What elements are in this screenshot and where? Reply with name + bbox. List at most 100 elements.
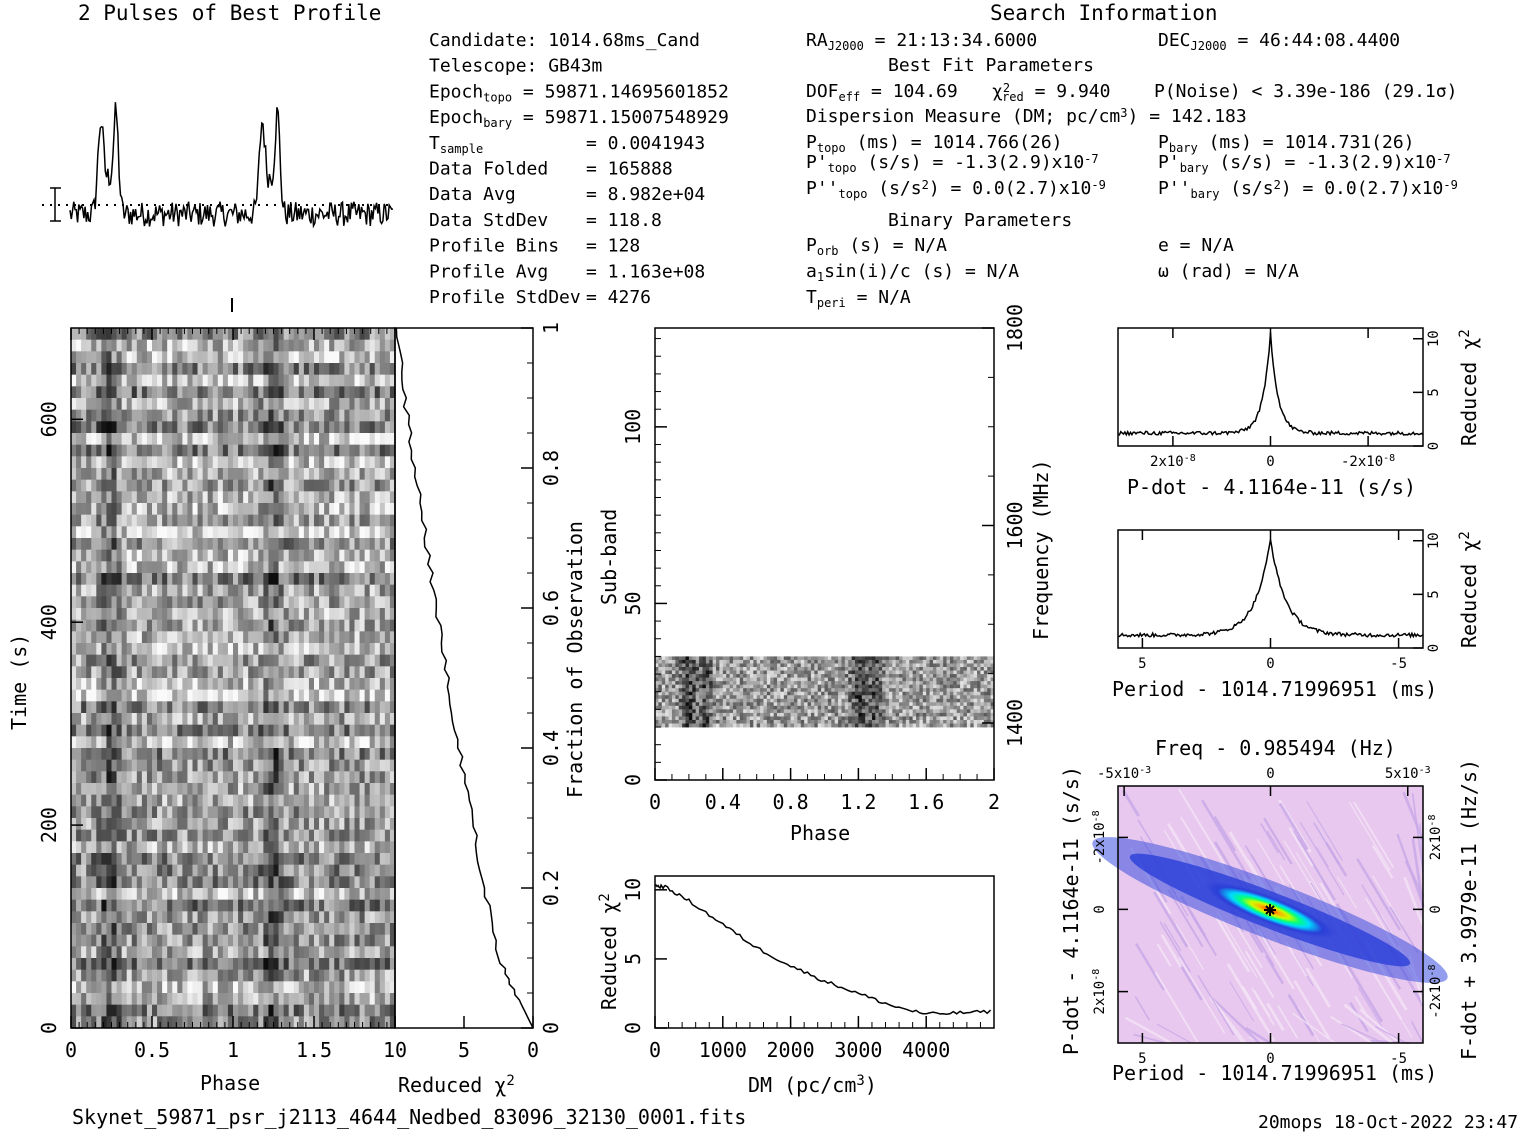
heatmap-cell [739,659,744,664]
heatmap-cell [760,656,764,661]
heatmap-cell [146,783,153,796]
heatmap-cell [238,409,244,422]
heatmap-cell [379,538,386,551]
heatmap-cell [116,654,123,667]
heatmap-cell [871,681,876,686]
heatmap-cell [912,663,917,668]
heatmap-cell [278,526,285,539]
heatmap-cell [71,479,77,492]
heatmap-cell [766,688,771,693]
heatmap-cell [354,981,360,994]
heatmap-cell [106,643,112,656]
heatmap-cell [217,619,224,632]
heatmap-cell [329,666,335,679]
heatmap-cell [369,806,376,819]
heatmap-cell [101,643,107,656]
heatmap-cell [177,631,183,644]
heatmap-cell [288,386,295,399]
heatmap-cell [329,549,335,562]
heatmap-cell [233,503,239,516]
heatmap-cell [212,946,219,959]
heatmap-cell [827,677,832,682]
heatmap-cell [339,328,345,341]
heatmap-cell [729,667,734,671]
heatmap-cell [182,794,188,807]
heatmap-cell [298,724,305,737]
heatmap-cell [389,701,396,714]
heatmap-cell [374,794,381,807]
heatmap-cell [389,386,396,399]
heatmap-cell [233,993,239,1006]
heatmap-cell [926,691,930,696]
heatmap-cell [675,667,680,671]
heatmap-cell [141,958,148,971]
heatmap-cell [167,596,173,609]
heatmap-cell [222,864,229,877]
heatmap-cell [389,573,396,586]
heatmap-cell [359,748,366,761]
heatmap-cell [136,806,143,819]
heatmap-cell [314,573,320,586]
heatmap-cell [238,713,244,726]
heatmap-cell [364,491,371,504]
heatmap-cell [946,684,951,689]
heatmap-cell [121,573,128,586]
heatmap-cell [212,934,219,947]
heatmap-cell [314,526,320,539]
heatmap-cell [374,853,381,866]
heatmap-cell [283,584,290,597]
heatmap-cell [167,503,173,516]
heatmap-cell [238,619,244,632]
heatmap-cell [111,771,117,784]
heatmap-cell [182,783,188,796]
heatmap-cell [126,771,133,784]
heatmap-cell [688,691,693,696]
heatmap-cell [303,573,310,586]
heatmap-cell [319,643,325,656]
heatmap-cell [329,631,335,644]
heatmap-cell [121,386,128,399]
heatmap-cell [827,681,832,686]
heatmap-cell [91,538,97,551]
heatmap-cell [197,923,204,936]
heatmap-cell [182,526,188,539]
heatmap-cell [192,421,198,434]
heatmap-cell [389,514,396,527]
heatmap-cell [243,771,249,784]
heatmap-cell [273,631,279,644]
heatmap-cell [202,853,209,866]
heatmap-cell [902,663,907,668]
heatmap-cell [790,688,795,693]
heatmap-cell [329,619,335,632]
heatmap-cell [732,656,737,661]
heatmap-cell [86,969,92,982]
heatmap-cell [909,656,914,661]
heatmap-cell [810,677,815,682]
heatmap-cell [192,783,198,796]
heatmap-cell [121,608,128,621]
heatmap-cell [339,1016,345,1029]
heatmap-cell [339,794,345,807]
heatmap-cell [298,981,305,994]
heatmap-cell [268,631,274,644]
heatmap-cell [187,666,193,679]
heatmap-cell [192,573,198,586]
heatmap-cell [81,864,87,877]
heatmap-cell [369,724,376,737]
heatmap-cell [339,689,345,702]
heatmap-cell [389,398,396,411]
heatmap-cell [131,351,138,364]
heatmap-cell [172,771,178,784]
heatmap-cell [131,549,138,562]
heatmap-cell [227,549,234,562]
heatmap-cell [121,584,128,597]
heatmap-cell [665,684,669,689]
heatmap-cell [949,674,954,678]
heatmap-cell [319,561,325,574]
heatmap-cell [329,829,335,842]
heatmap-cell [162,748,168,761]
heatmap-cell [141,981,148,994]
heatmap-cell [141,853,148,866]
heatmap-cell [349,526,355,539]
heatmap-cell [359,736,366,749]
